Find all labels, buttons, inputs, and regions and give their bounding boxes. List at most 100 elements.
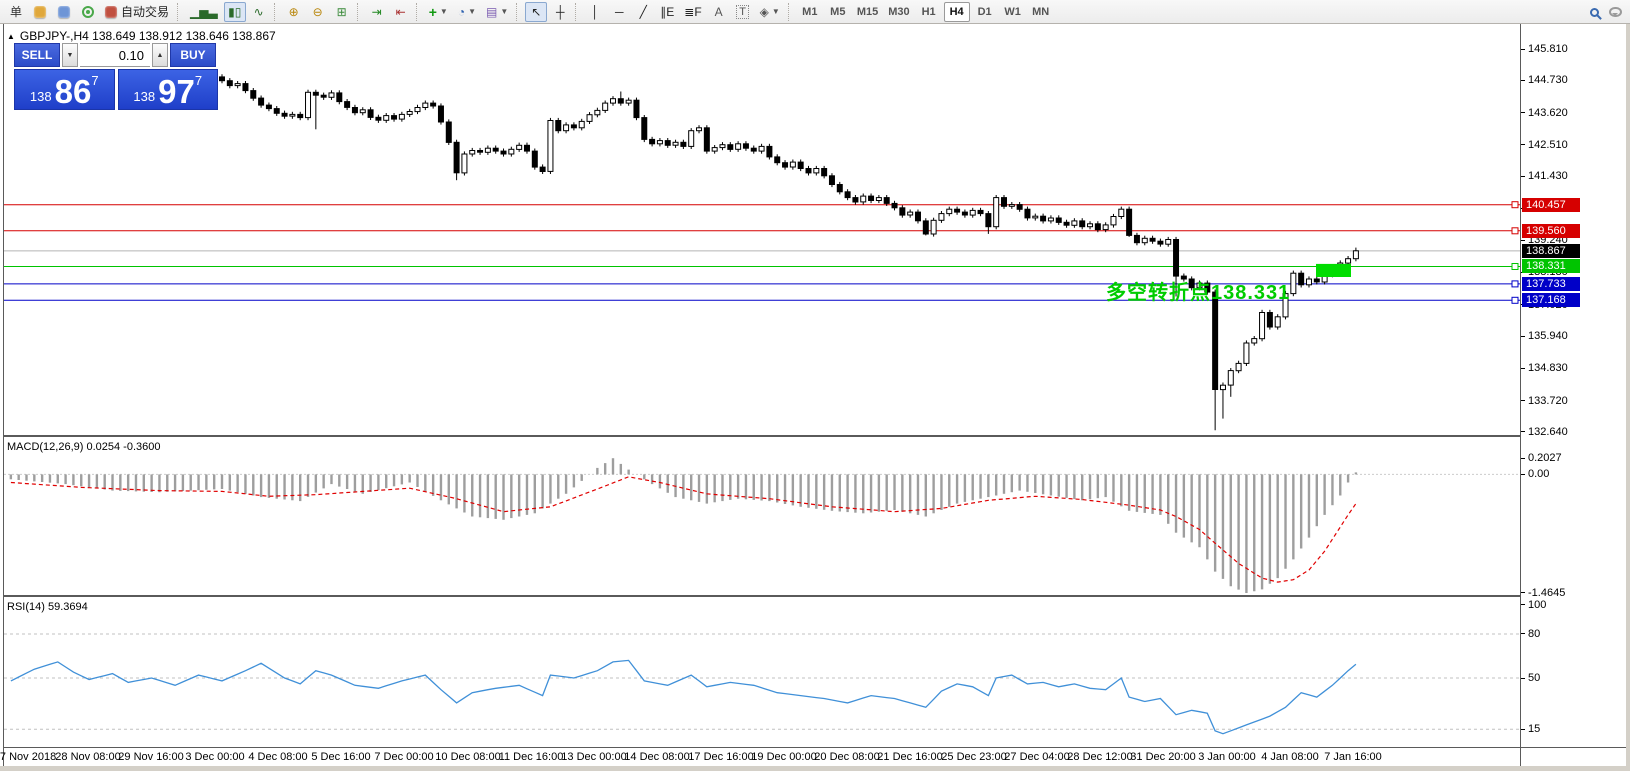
- autotrading-button[interactable]: 自动交易: [101, 2, 173, 22]
- trendline-button[interactable]: ╱: [639, 4, 647, 19]
- green-zone-rect: [1316, 263, 1351, 277]
- price-tick-label: 141.430: [1528, 170, 1568, 183]
- volume-decrease-button[interactable]: ▼: [62, 43, 78, 67]
- rsi-tick-label: 50: [1528, 672, 1541, 684]
- tf-mn-button[interactable]: MN: [1032, 5, 1050, 18]
- time-axis-label: 27 Nov 2018: [0, 751, 57, 763]
- signals-icon[interactable]: [77, 2, 99, 22]
- tf-m30-button[interactable]: M30: [888, 5, 910, 18]
- time-axis-label: 25 Dec 23:00: [941, 751, 1007, 763]
- community-chat-icon[interactable]: [1609, 7, 1622, 17]
- crosshair-button[interactable]: ┼: [555, 4, 565, 19]
- macd-indicator-label: MACD(12,26,9) 0.0254 -0.3600: [7, 441, 161, 453]
- bar-chart-button[interactable]: ▁▅▃: [190, 4, 218, 19]
- rsi-panel-separator[interactable]: [3, 595, 1521, 597]
- price-tick-mark: [1521, 112, 1525, 114]
- time-axis-label: 13 Dec 00:00: [561, 751, 627, 763]
- channel-button[interactable]: ∥E: [660, 4, 675, 19]
- text-button[interactable]: A: [714, 4, 723, 19]
- rsi-tick-mark: [1521, 633, 1525, 635]
- symbol-ohlc-text: GBPJPY-,H4 138.649 138.912 138.646 138.8…: [19, 29, 276, 43]
- time-axis-label: 11 Dec 16:00: [498, 751, 564, 763]
- toolbar-separator: [575, 2, 580, 21]
- arrows-button[interactable]: ◈ ▼: [759, 4, 780, 19]
- tf-w1-button[interactable]: W1: [1004, 5, 1021, 18]
- price-tick-label: 134.830: [1528, 362, 1568, 375]
- macd-tick-label: -1.4645: [1528, 586, 1566, 599]
- rsi-tick-mark: [1521, 728, 1525, 730]
- turning-point-annotation[interactable]: 多空转折点138.331: [1106, 282, 1291, 304]
- volume-increase-button[interactable]: ▲: [152, 43, 168, 67]
- new-order-button[interactable]: 单: [9, 5, 22, 19]
- market-watch-icon[interactable]: [29, 2, 51, 22]
- buy-quote-display[interactable]: 138 97 7: [117, 69, 218, 110]
- auto-scroll-button[interactable]: ⇥: [371, 4, 382, 19]
- price-level-tag: 140.457: [1522, 197, 1580, 212]
- window-edge-bottom: [0, 766, 1630, 771]
- toolbar-separator: [415, 2, 421, 21]
- price-tick-label: 143.620: [1528, 106, 1568, 119]
- candlestick-chart-button[interactable]: ▮▯: [223, 1, 246, 22]
- time-axis-label: 29 Nov 16:00: [118, 751, 184, 763]
- tf-m5-button[interactable]: M5: [830, 5, 846, 18]
- tf-h4-button[interactable]: H4: [943, 1, 970, 22]
- time-axis-label: 4 Dec 08:00: [248, 751, 308, 763]
- tf-m15-button[interactable]: M15: [856, 5, 879, 18]
- toolbar-separator: [273, 2, 279, 21]
- zoom-in-button[interactable]: ⊕: [288, 4, 299, 19]
- macd-tick-label: 0.00: [1528, 468, 1550, 481]
- macd-tick-mark: [1521, 457, 1525, 459]
- price-tick-label: 135.940: [1528, 330, 1568, 343]
- cursor-button[interactable]: ↖: [525, 1, 548, 22]
- fibonacci-button[interactable]: ≣F: [684, 4, 702, 19]
- macd-panel-separator[interactable]: [3, 435, 1521, 437]
- buy-button[interactable]: BUY: [170, 43, 216, 67]
- time-axis-label: 5 Dec 16:00: [311, 751, 371, 763]
- zoom-out-button[interactable]: ⊖: [312, 4, 323, 19]
- collapse-icon[interactable]: ▲: [7, 32, 15, 41]
- price-level-tag: 139.560: [1522, 223, 1580, 238]
- macd-histogram: [9, 458, 1358, 593]
- rsi-tick-label: 100: [1528, 598, 1547, 611]
- tile-windows-button[interactable]: ⊞: [336, 4, 347, 19]
- tf-m1-button[interactable]: M1: [802, 5, 818, 18]
- toolbar-separator: [516, 2, 521, 21]
- rsi-tick-label: 15: [1528, 723, 1541, 736]
- price-tick-label: 132.640: [1528, 425, 1568, 438]
- line-chart-button[interactable]: ∿: [253, 4, 264, 19]
- time-axis-label: 21 Dec 16:00: [877, 751, 943, 763]
- chart-window-icon[interactable]: [53, 2, 75, 22]
- add-indicator-button[interactable]: + ▼: [428, 3, 448, 20]
- rsi-panel-chart[interactable]: [4, 597, 1520, 747]
- time-axis-label: 27 Dec 04:00: [1004, 751, 1070, 763]
- price-tick-mark: [1521, 431, 1525, 433]
- time-axis-label: 10 Dec 08:00: [435, 751, 501, 763]
- vertical-line-button[interactable]: │: [591, 4, 600, 19]
- templates-button[interactable]: ▤ ▼: [485, 4, 509, 19]
- rsi-tick-mark: [1521, 677, 1525, 679]
- volume-input[interactable]: [80, 43, 150, 67]
- chart-shift-button[interactable]: ⇤: [395, 4, 406, 19]
- macd-panel-chart[interactable]: [4, 437, 1520, 595]
- price-tick-mark: [1521, 144, 1525, 146]
- price-tick-label: 145.810: [1528, 43, 1568, 55]
- text-label-button[interactable]: T: [732, 2, 754, 22]
- price-level-tag: 137.733: [1522, 276, 1580, 291]
- price-axis-border: [1520, 24, 1521, 766]
- horizontal-line-button[interactable]: ─: [614, 4, 624, 19]
- time-axis-label: 19 Dec 00:00: [751, 751, 817, 763]
- tf-d1-button[interactable]: D1: [977, 5, 992, 18]
- time-axis-label: 7 Jan 16:00: [1324, 751, 1382, 763]
- tf-h1-button[interactable]: H1: [921, 5, 936, 18]
- toolbar-separator: [787, 2, 793, 21]
- sell-button[interactable]: SELL: [14, 43, 60, 67]
- search-icon[interactable]: [1590, 7, 1599, 17]
- time-axis-label: 31 Dec 20:00: [1130, 751, 1196, 763]
- sell-quote-display[interactable]: 138 86 7: [14, 69, 115, 110]
- rsi-tick-mark: [1521, 604, 1525, 606]
- periods-button[interactable]: ◔ ▼: [457, 4, 476, 19]
- main-price-chart[interactable]: [4, 24, 1520, 435]
- window-edge: [1626, 24, 1630, 766]
- toolbar-separator: [177, 2, 182, 21]
